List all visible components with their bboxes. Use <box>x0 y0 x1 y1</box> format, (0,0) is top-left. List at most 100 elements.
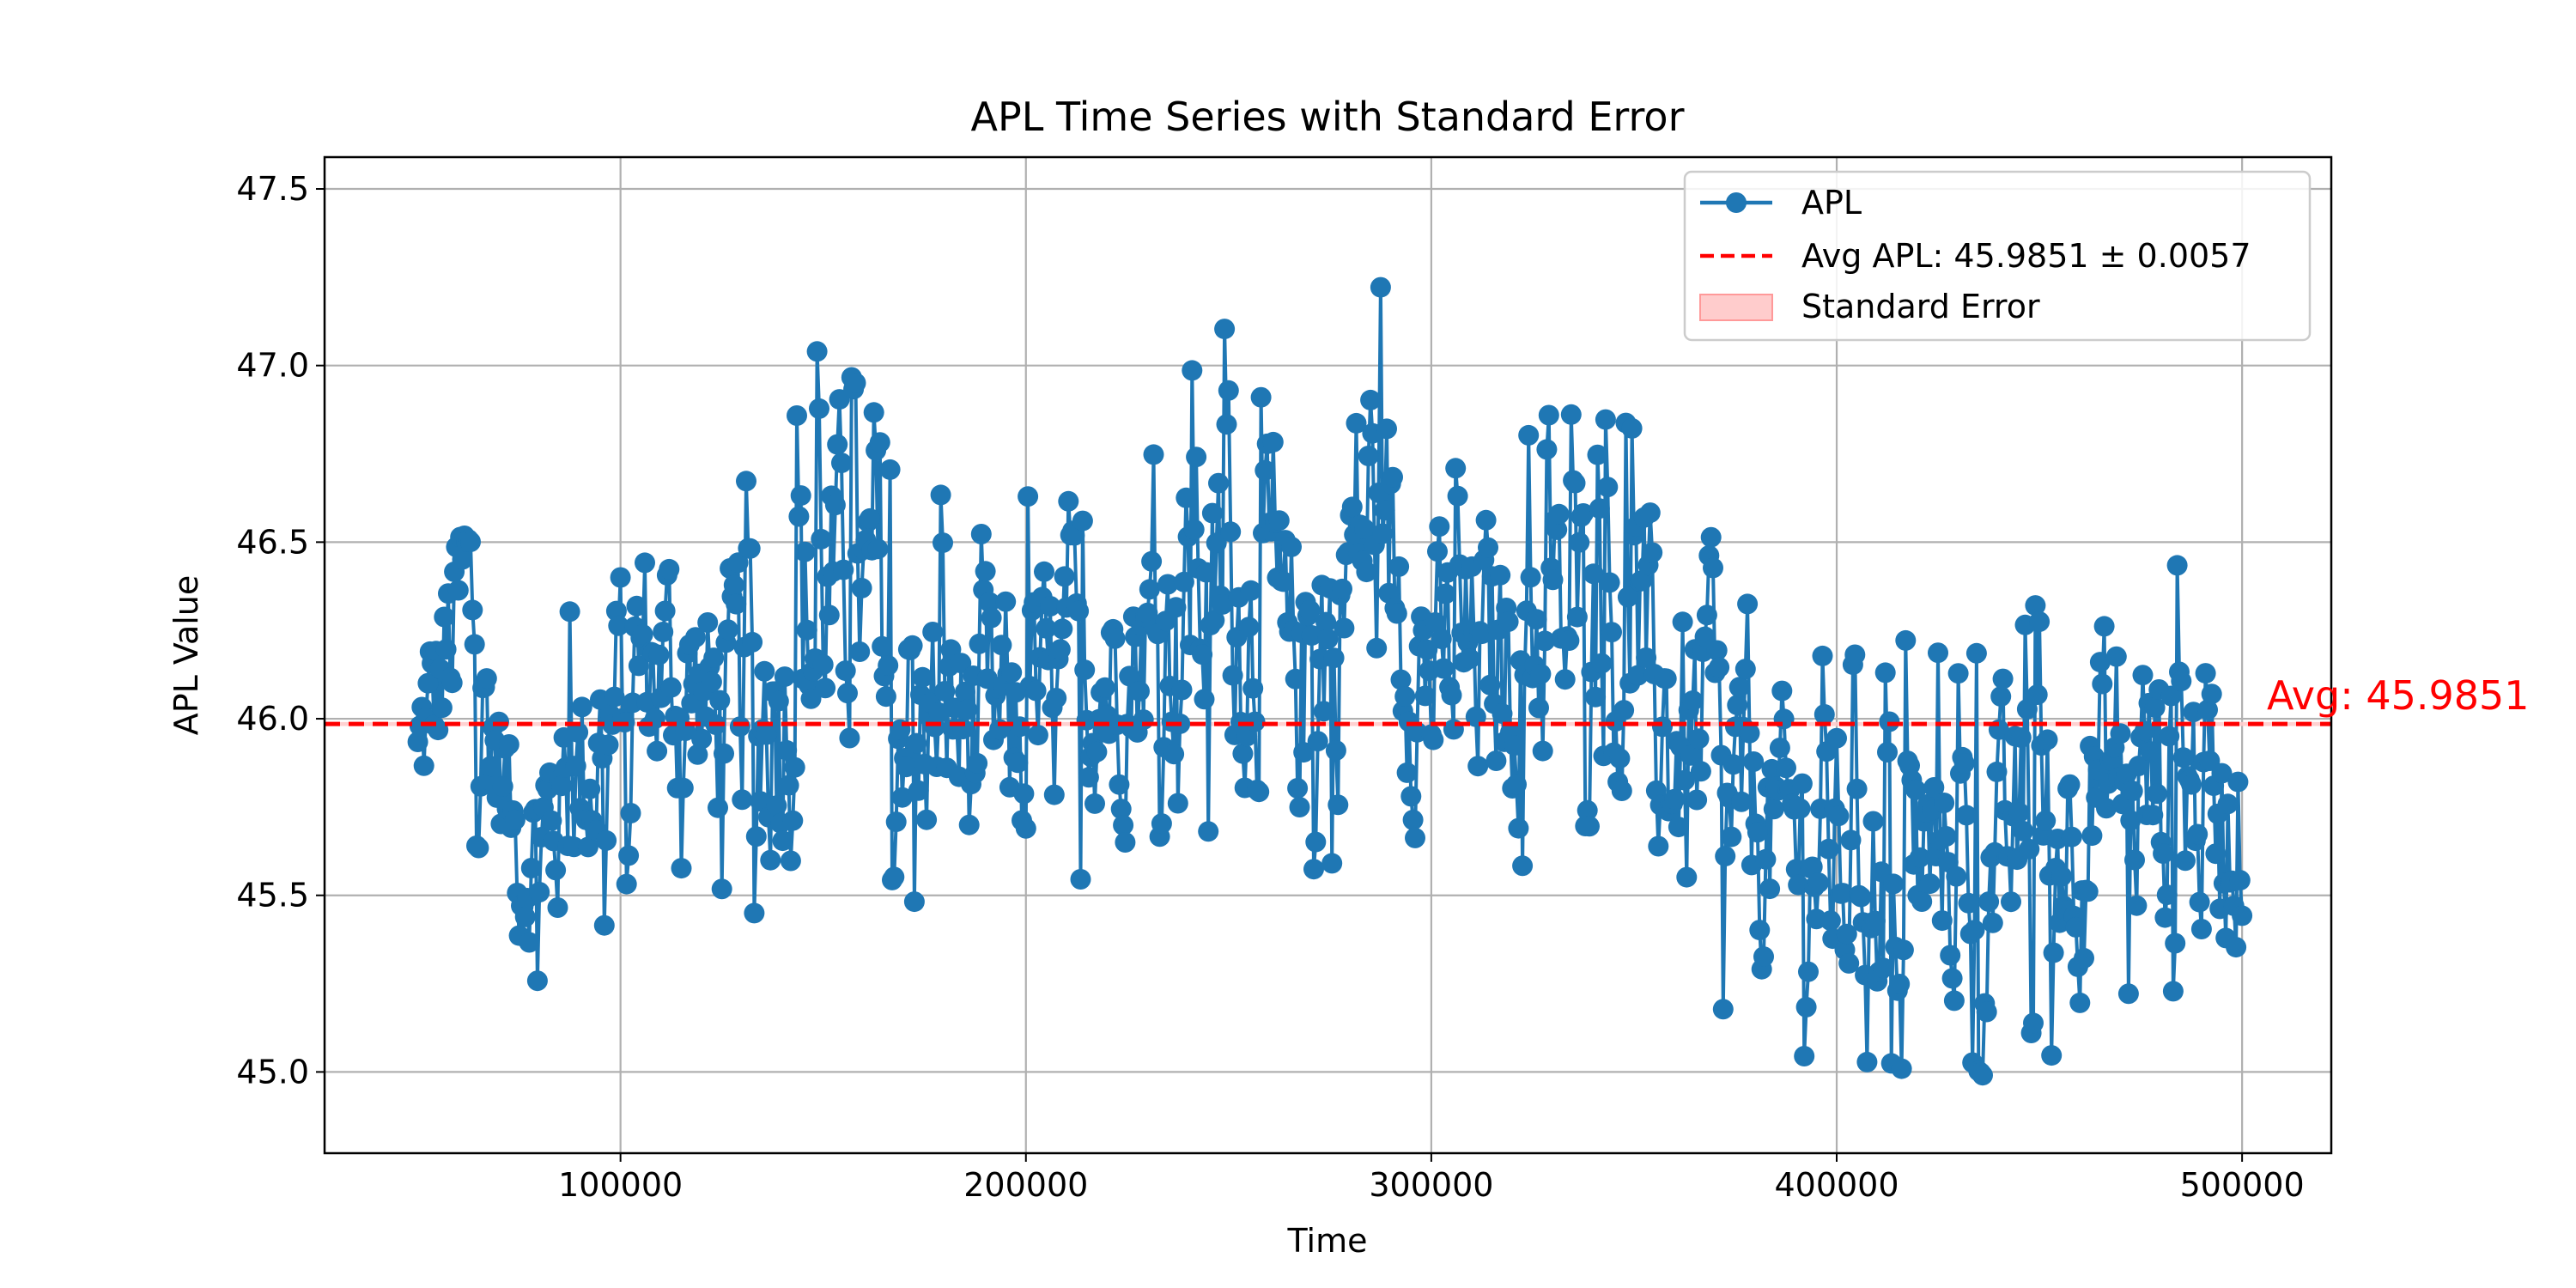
apl-point <box>1321 853 1343 874</box>
apl-point <box>2001 891 2021 913</box>
apl-point <box>1700 526 1722 548</box>
apl-point <box>2093 616 2115 637</box>
apl-point <box>1844 644 1866 665</box>
apl-point <box>1013 783 1035 805</box>
apl-point <box>2081 825 2103 847</box>
y-tick-label: 45.5 <box>236 877 309 914</box>
apl-point <box>1115 832 1136 853</box>
apl-point <box>1206 532 1227 554</box>
apl-point <box>1176 487 1197 508</box>
apl-point <box>2217 793 2239 815</box>
apl-point <box>1255 459 1276 481</box>
apl-point <box>2124 849 2145 871</box>
apl-point <box>1934 793 1955 813</box>
apl-point <box>851 577 872 598</box>
apl-point <box>1220 521 1242 543</box>
apl-point <box>1423 729 1444 750</box>
apl-point <box>1747 822 1768 843</box>
x-tick-label: 500000 <box>2180 1166 2305 1204</box>
apl-point <box>2065 916 2087 938</box>
apl-point <box>1242 677 1264 699</box>
apl-point <box>598 734 619 756</box>
apl-point <box>2037 729 2058 750</box>
apl-point <box>776 739 798 761</box>
apl-point <box>1864 910 1886 932</box>
apl-point <box>1672 611 1693 633</box>
apl-point <box>1648 835 1669 857</box>
apl-point <box>717 619 738 641</box>
apl-point <box>526 970 548 992</box>
apl-point <box>878 655 899 676</box>
apl-point <box>1305 831 1327 853</box>
apl-point <box>1682 690 1704 711</box>
apl-point <box>979 592 1000 613</box>
apl-point <box>593 914 615 936</box>
apl-point <box>1386 603 1407 624</box>
apl-point <box>1810 798 1832 819</box>
apl-point <box>1709 657 1730 678</box>
apl-point <box>1218 380 1239 401</box>
apl-point <box>1572 503 1594 524</box>
apl-point <box>1139 579 1160 600</box>
x-tick-label: 400000 <box>1774 1166 1899 1204</box>
apl-point <box>970 524 992 544</box>
apl-point <box>492 775 513 797</box>
apl-point <box>1183 519 1205 540</box>
apl-point <box>995 591 1017 612</box>
apl-point <box>1287 778 1309 799</box>
apl-point <box>577 836 598 858</box>
apl-point <box>2025 595 2046 617</box>
apl-point <box>912 666 933 688</box>
apl-point <box>1382 466 1403 488</box>
apl-point <box>1566 606 1588 628</box>
apl-point <box>1015 817 1036 839</box>
apl-point <box>514 906 536 927</box>
apl-point <box>2166 555 2188 576</box>
apl-point <box>580 778 601 799</box>
apl-point <box>1049 639 1071 660</box>
apl-point <box>672 777 694 799</box>
apl-point <box>955 681 975 702</box>
apl-point <box>745 826 767 848</box>
apl-point <box>1807 872 1829 894</box>
apl-point <box>628 655 649 677</box>
apl-point <box>2016 698 2038 720</box>
apl-point <box>1613 700 1635 721</box>
apl-point <box>768 690 789 712</box>
apl-point <box>1923 777 1945 798</box>
apl-point <box>2153 843 2174 864</box>
legend-apl-label: APL <box>1801 184 1862 222</box>
apl-point <box>1652 716 1673 738</box>
apl-point <box>2172 747 2194 769</box>
legend-box <box>1683 170 2312 342</box>
y-tick-label: 45.0 <box>236 1053 309 1091</box>
apl-point <box>2211 762 2233 784</box>
legend-avg-label: Avg APL: 45.9851 ± 0.0057 <box>1801 237 2251 275</box>
apl-point <box>1964 920 1985 941</box>
apl-point <box>604 686 625 708</box>
x-tick-label: 300000 <box>1369 1166 1493 1204</box>
apl-point <box>1982 912 2003 933</box>
apl-point <box>1400 786 1422 807</box>
apl-point <box>2132 665 2154 686</box>
apl-point <box>1054 566 1075 587</box>
apl-point <box>1025 680 1047 702</box>
apl-point <box>2061 826 2082 848</box>
apl-point <box>1240 580 1261 601</box>
apl-point <box>833 559 854 580</box>
apl-point <box>431 697 453 719</box>
apl-point <box>1990 686 2012 708</box>
apl-point <box>1084 793 1105 814</box>
apl-point <box>1836 923 1857 945</box>
apl-point <box>787 405 807 426</box>
apl-point <box>1735 659 1756 680</box>
apl-point <box>1583 563 1604 585</box>
apl-point <box>571 696 592 718</box>
legend-se-label: Standard Error <box>1801 288 2040 325</box>
apl-point <box>547 897 568 918</box>
apl-point <box>958 814 980 835</box>
apl-point <box>1931 910 1953 932</box>
apl-point <box>806 341 828 362</box>
apl-point <box>1058 490 1079 512</box>
apl-point <box>930 484 951 506</box>
